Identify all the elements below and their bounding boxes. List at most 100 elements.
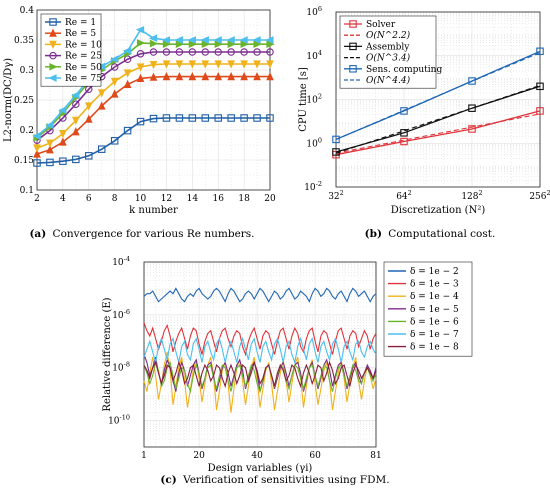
data-point bbox=[45, 121, 54, 130]
legend-marker bbox=[49, 51, 57, 60]
data-point bbox=[200, 36, 209, 44]
data-point bbox=[84, 102, 93, 111]
data-point bbox=[226, 36, 235, 44]
legend-entry: Re = 25 bbox=[65, 52, 102, 62]
x-tick-label: 14 bbox=[187, 194, 199, 204]
legend-entry: δ = 1e − 5 bbox=[410, 305, 459, 315]
series-on44 bbox=[335, 52, 541, 140]
series-re10 bbox=[33, 60, 274, 153]
data-point bbox=[122, 46, 132, 55]
data-point bbox=[175, 48, 184, 56]
data-point bbox=[149, 114, 158, 123]
y-tick-label: 10-4 bbox=[112, 255, 130, 268]
data-point bbox=[239, 36, 248, 44]
legend-marker bbox=[48, 74, 57, 82]
data-point bbox=[59, 137, 67, 146]
y-tick-label: 100 bbox=[306, 136, 322, 149]
data-point bbox=[227, 40, 236, 49]
data-point bbox=[162, 60, 171, 69]
data-point bbox=[175, 60, 184, 69]
data-point bbox=[201, 114, 210, 122]
data-point bbox=[468, 77, 476, 85]
data-point bbox=[266, 60, 274, 69]
y-axis-label: Relative difference (E) bbox=[102, 297, 113, 411]
data-point bbox=[33, 144, 41, 153]
y-tick-label: 0.15 bbox=[14, 156, 34, 166]
data-point bbox=[123, 69, 132, 78]
y-tick-label: 0.35 bbox=[14, 36, 34, 46]
data-point bbox=[148, 34, 158, 43]
y-tick-label: 10-2 bbox=[304, 180, 322, 193]
data-point bbox=[59, 129, 67, 139]
y-tick-label: 0.2 bbox=[20, 126, 34, 136]
x-tick-label: 322 bbox=[328, 189, 344, 202]
data-point bbox=[123, 126, 132, 135]
legend-box-b bbox=[339, 15, 437, 89]
data-point bbox=[536, 47, 544, 56]
data-point bbox=[175, 40, 185, 49]
data-point bbox=[72, 100, 80, 108]
y-axis-label: L2-norm(DC/Dγ) bbox=[3, 58, 14, 142]
data-point bbox=[110, 63, 119, 71]
data-point bbox=[59, 157, 67, 165]
data-point bbox=[136, 39, 146, 47]
data-point bbox=[174, 36, 183, 44]
data-point bbox=[188, 71, 197, 81]
series-re5 bbox=[33, 71, 274, 158]
data-point bbox=[72, 127, 80, 136]
caption-a: (a) Convergence for various Re numbers. bbox=[29, 228, 254, 240]
data-point bbox=[400, 107, 408, 115]
series-line bbox=[335, 113, 541, 154]
x-tick-label: 642 bbox=[396, 189, 412, 202]
plot-frame-c bbox=[143, 261, 377, 448]
data-point bbox=[252, 36, 261, 44]
data-point bbox=[214, 40, 223, 49]
data-point bbox=[72, 116, 80, 126]
series-on22 bbox=[335, 113, 541, 154]
legend-entry: Re = 5 bbox=[65, 29, 96, 39]
y-tick-label: 0.25 bbox=[14, 96, 34, 106]
legend-entry: δ = 1e − 6 bbox=[410, 317, 459, 327]
panel-b-computational-cost-chart: 322 642 1282 256210-2100102104106Discretiza… bbox=[298, 5, 550, 216]
data-point bbox=[240, 114, 248, 122]
legend-marker bbox=[349, 42, 357, 51]
data-point bbox=[253, 71, 261, 81]
data-point bbox=[33, 149, 41, 158]
data-point bbox=[201, 40, 210, 49]
y-tick-label: 0.1 bbox=[20, 186, 34, 196]
caption-a-text: Convergence for various Re numbers. bbox=[53, 228, 255, 240]
caption-c-label: (c) bbox=[160, 474, 176, 486]
data-point bbox=[266, 71, 274, 81]
series-re25 bbox=[33, 48, 274, 144]
data-point bbox=[97, 89, 106, 98]
data-point bbox=[214, 48, 222, 56]
data-point bbox=[266, 48, 274, 56]
x-tick-label: 2562 bbox=[529, 189, 550, 202]
data-point bbox=[201, 71, 210, 81]
data-point bbox=[136, 63, 145, 72]
data-point bbox=[227, 114, 235, 122]
y-axis-label: CPU time [s] bbox=[298, 67, 309, 132]
data-point bbox=[240, 60, 248, 69]
caption-b-text: Computational cost. bbox=[388, 228, 495, 240]
y-tick-label: 0.4 bbox=[20, 6, 35, 16]
data-point bbox=[214, 71, 223, 81]
series-line bbox=[143, 360, 377, 394]
x-tick-label: 12 bbox=[161, 194, 172, 204]
x-tick-label: 1282 bbox=[461, 189, 482, 202]
legend-entry: Re = 50 bbox=[65, 63, 102, 73]
series-line bbox=[36, 51, 270, 141]
data-point bbox=[162, 48, 171, 56]
data-point bbox=[97, 101, 106, 110]
data-point bbox=[253, 40, 262, 49]
data-point bbox=[162, 114, 171, 122]
x-tick-label: 20 bbox=[264, 194, 276, 204]
legend-entry: δ = 1e − 8 bbox=[410, 343, 459, 353]
data-point bbox=[135, 25, 145, 34]
legend-entry: Solver bbox=[366, 20, 396, 30]
series-line bbox=[143, 287, 377, 303]
caption-c: (c) Verification of sensitivities using … bbox=[160, 474, 389, 486]
series-on34 bbox=[335, 84, 541, 154]
data-point bbox=[188, 40, 197, 49]
